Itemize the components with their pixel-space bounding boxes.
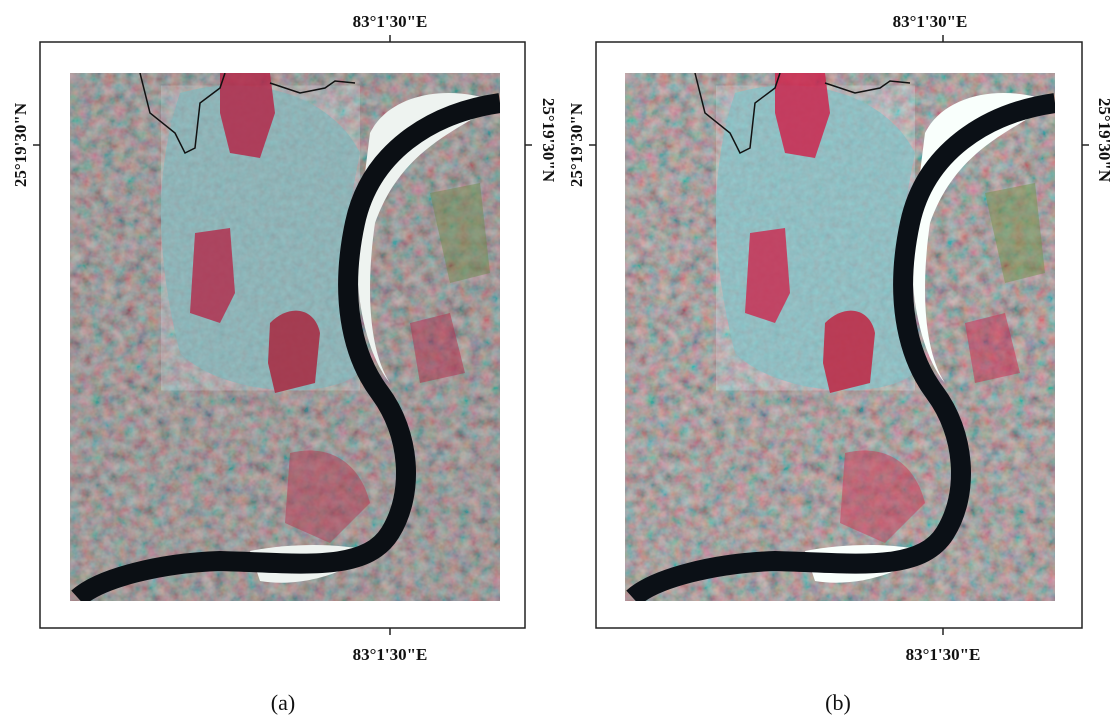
left-coordinate: 25°19'30"N [567, 102, 586, 187]
panel-a: 83°1'30"E 83°1'30"E 25°19'30"N 25°19'30"… [11, 12, 558, 715]
panel-b: 83°1'30"E 83°1'30"E 25°19'30"N 25°19'30"… [567, 12, 1112, 715]
caption: (b) [825, 690, 851, 715]
right-coordinate: 25°19'30"N [539, 98, 558, 183]
satellite-image [625, 73, 1055, 601]
page: 83°1'30"E 83°1'30"E 25°19'30"N 25°19'30"… [0, 0, 1112, 720]
bottom-coordinate: 83°1'30"E [906, 645, 981, 664]
right-coordinate: 25°19'30"N [1095, 98, 1112, 183]
figure: 83°1'30"E 83°1'30"E 25°19'30"N 25°19'30"… [0, 0, 1112, 720]
satellite-image [70, 73, 500, 601]
top-coordinate: 83°1'30"E [353, 12, 428, 31]
caption: (a) [271, 690, 295, 715]
left-coordinate: 25°19'30"N [11, 102, 30, 187]
top-coordinate: 83°1'30"E [893, 12, 968, 31]
bottom-coordinate: 83°1'30"E [353, 645, 428, 664]
